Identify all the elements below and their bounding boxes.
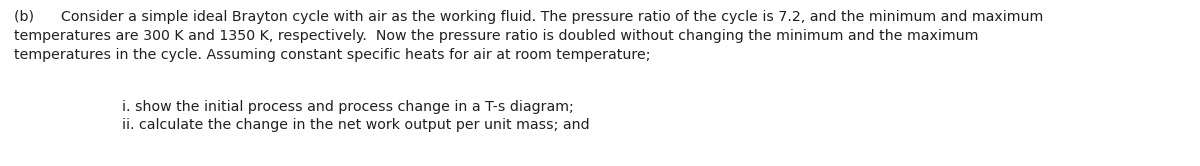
Text: temperatures in the cycle. Assuming constant specific heats for air at room temp: temperatures in the cycle. Assuming cons… — [14, 48, 650, 62]
Text: i. show the initial process and process change in a T-s diagram;: i. show the initial process and process … — [122, 100, 574, 114]
Text: ii. calculate the change in the net work output per unit mass; and: ii. calculate the change in the net work… — [122, 118, 589, 132]
Text: temperatures are 300 K and 1350 K, respectively.  Now the pressure ratio is doub: temperatures are 300 K and 1350 K, respe… — [14, 29, 978, 43]
Text: (b)      Consider a simple ideal Brayton cycle with air as the working fluid. Th: (b) Consider a simple ideal Brayton cycl… — [14, 10, 1043, 24]
